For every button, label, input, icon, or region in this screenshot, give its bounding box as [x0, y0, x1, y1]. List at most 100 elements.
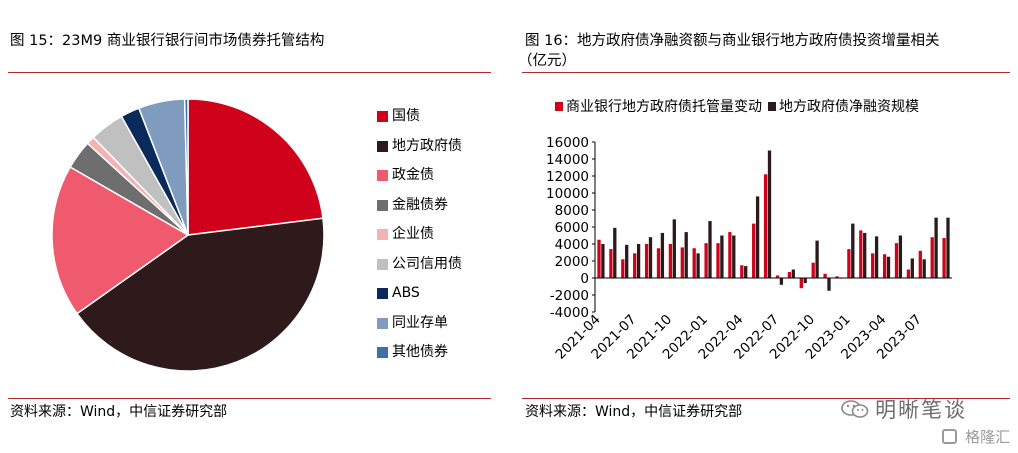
legend-swatch	[377, 288, 388, 299]
bar-net-financing-2023-01	[851, 223, 855, 278]
legend-label: 同业存单	[392, 314, 448, 331]
y-tick-label: 6000	[555, 220, 589, 236]
watermark-brand: 明晰笔谈	[840, 394, 967, 424]
right-figure-title-line2: （亿元）	[518, 53, 576, 69]
bar-legend: 商业银行地方政府债托管量变动 地方政府债净融资规模	[555, 97, 925, 117]
bar-bank-holding-change-2022-09	[799, 278, 803, 289]
legend-swatch	[377, 347, 388, 358]
legend-label: 政金债	[392, 167, 434, 183]
y-tick-label: -4000	[550, 305, 589, 321]
bar-net-financing-2022-10	[815, 240, 819, 278]
pie-slice-2	[51, 165, 190, 315]
bar-bank-holding-change-2022-05	[752, 223, 756, 278]
legend-item-bank-holding-change: 商业银行地方政府债托管量变动	[555, 97, 762, 117]
legend-swatch	[377, 111, 388, 122]
watermark-site-text: 格隆汇	[965, 428, 1011, 446]
bar-bank-holding-change-2021-10	[668, 244, 673, 278]
bar-bank-holding-change-2022-06	[763, 174, 768, 278]
y-tick-label: 14000	[546, 152, 589, 168]
pie-slice-1	[75, 217, 325, 372]
bar-net-financing-2022-03	[732, 235, 736, 278]
bar-bank-holding-change-2022-01	[704, 243, 708, 278]
right-title-rule	[522, 72, 1010, 73]
site-logo-icon	[942, 429, 957, 444]
bar-net-financing-2023-08	[934, 217, 938, 278]
bar-net-financing-2022-02	[720, 235, 724, 278]
bar-bank-holding-change-2023-07	[918, 250, 922, 278]
legend-label: 国债	[392, 108, 420, 124]
bar-net-financing-2021-07	[636, 244, 641, 278]
bar-bank-holding-change-2023-04	[882, 254, 887, 278]
y-tick-label: 8000	[555, 203, 589, 219]
bar-net-financing-2023-06	[910, 258, 914, 278]
wechat-icon-svg	[841, 400, 869, 418]
bar-net-financing-2021-08	[648, 237, 653, 278]
bar-net-financing-2023-04	[886, 256, 891, 278]
bar-bank-holding-change-2023-01	[847, 249, 851, 278]
bar-net-financing-2021-04	[601, 244, 605, 278]
legend-swatch	[377, 140, 388, 152]
bar-bank-holding-change-2022-10	[811, 262, 815, 278]
bar-net-financing-2021-09	[660, 232, 665, 278]
bar-bank-holding-change-2023-03	[871, 253, 875, 278]
y-tick-label: 0	[580, 271, 589, 287]
legend-swatch	[377, 170, 388, 181]
y-tick-label: 12000	[546, 169, 589, 185]
legend-label: 地方政府债	[392, 137, 462, 154]
bar-bank-holding-change-2021-07	[633, 253, 637, 278]
bar-bank-holding-change-2021-05	[609, 249, 613, 278]
left-figure-title: 图 15：23M9 商业银行银行间市场债券托管结构	[10, 33, 325, 49]
pie-slice-0	[187, 98, 324, 236]
bar-bank-holding-change-2023-05	[894, 243, 899, 278]
y-tick-label: 10000	[546, 186, 589, 202]
bar-bank-holding-change-2022-02	[716, 243, 720, 278]
bar-net-financing-2021-10	[672, 219, 676, 278]
y-tick-label: 4000	[555, 237, 589, 253]
right-source-note: 资料来源：Wind，中信证券研究部	[525, 404, 743, 420]
y-tick-label: -2000	[550, 288, 589, 304]
y-tick-label: 16000	[546, 135, 589, 151]
legend-label: ABS	[392, 285, 420, 301]
legend-swatch	[377, 258, 388, 270]
watermark-brand-text: 明晰笔谈	[875, 398, 968, 422]
bar-bank-holding-change-2021-09	[656, 248, 661, 278]
bar-bank-holding-change-2023-02	[859, 230, 863, 278]
bar-bank-holding-change-2022-07	[775, 275, 780, 278]
bar-bank-holding-change-2021-11	[680, 247, 684, 278]
legend-swatch	[555, 102, 563, 111]
bar-net-financing-2023-02	[863, 232, 867, 278]
bar-chart: 1600014000120001000080006000400020000-20…	[546, 135, 952, 363]
watermark-site: 格隆汇	[942, 426, 1010, 447]
bar-bank-holding-change-2023-08	[930, 237, 934, 278]
bar-bank-holding-change-2022-11	[823, 273, 827, 278]
pie-slice-8	[183, 98, 189, 236]
wechat-icon	[840, 398, 870, 420]
bar-net-financing-2023-09	[946, 217, 950, 278]
bar-net-financing-2022-05	[755, 196, 760, 278]
legend-item-net-financing: 地方政府债净融资规模	[768, 97, 919, 117]
bar-net-financing-2023-03	[874, 236, 879, 278]
legend-label: 公司信用债	[392, 255, 462, 272]
bar-net-financing-2021-06	[625, 244, 629, 278]
bar-net-financing-2022-07	[779, 278, 784, 285]
legend-swatch	[768, 102, 776, 111]
bar-net-financing-2022-09	[803, 278, 807, 284]
bar-bank-holding-change-2021-06	[621, 259, 625, 278]
bar-net-financing-2023-05	[898, 235, 903, 278]
legend-label: 商业银行地方政府债托管量变动	[566, 99, 762, 115]
bar-net-financing-2023-07	[922, 259, 926, 278]
bar-bank-holding-change-2021-04	[597, 239, 601, 278]
legend-swatch	[377, 199, 388, 211]
bar-net-financing-2021-11	[684, 232, 688, 278]
bar-net-financing-2022-11	[827, 278, 831, 291]
bar-bank-holding-change-2022-12	[835, 276, 839, 278]
bar-bank-holding-change-2021-12	[692, 248, 696, 278]
bar-net-financing-2021-05	[613, 227, 617, 278]
bar-bank-holding-change-2022-03	[728, 232, 732, 278]
bar-bank-holding-change-2021-08	[644, 244, 649, 278]
legend-label: 企业债	[392, 226, 434, 242]
bar-bank-holding-change-2022-04	[740, 265, 744, 278]
bar-net-financing-2022-04	[744, 266, 748, 278]
legend-swatch	[377, 229, 388, 240]
right-source-rule	[522, 398, 1010, 399]
